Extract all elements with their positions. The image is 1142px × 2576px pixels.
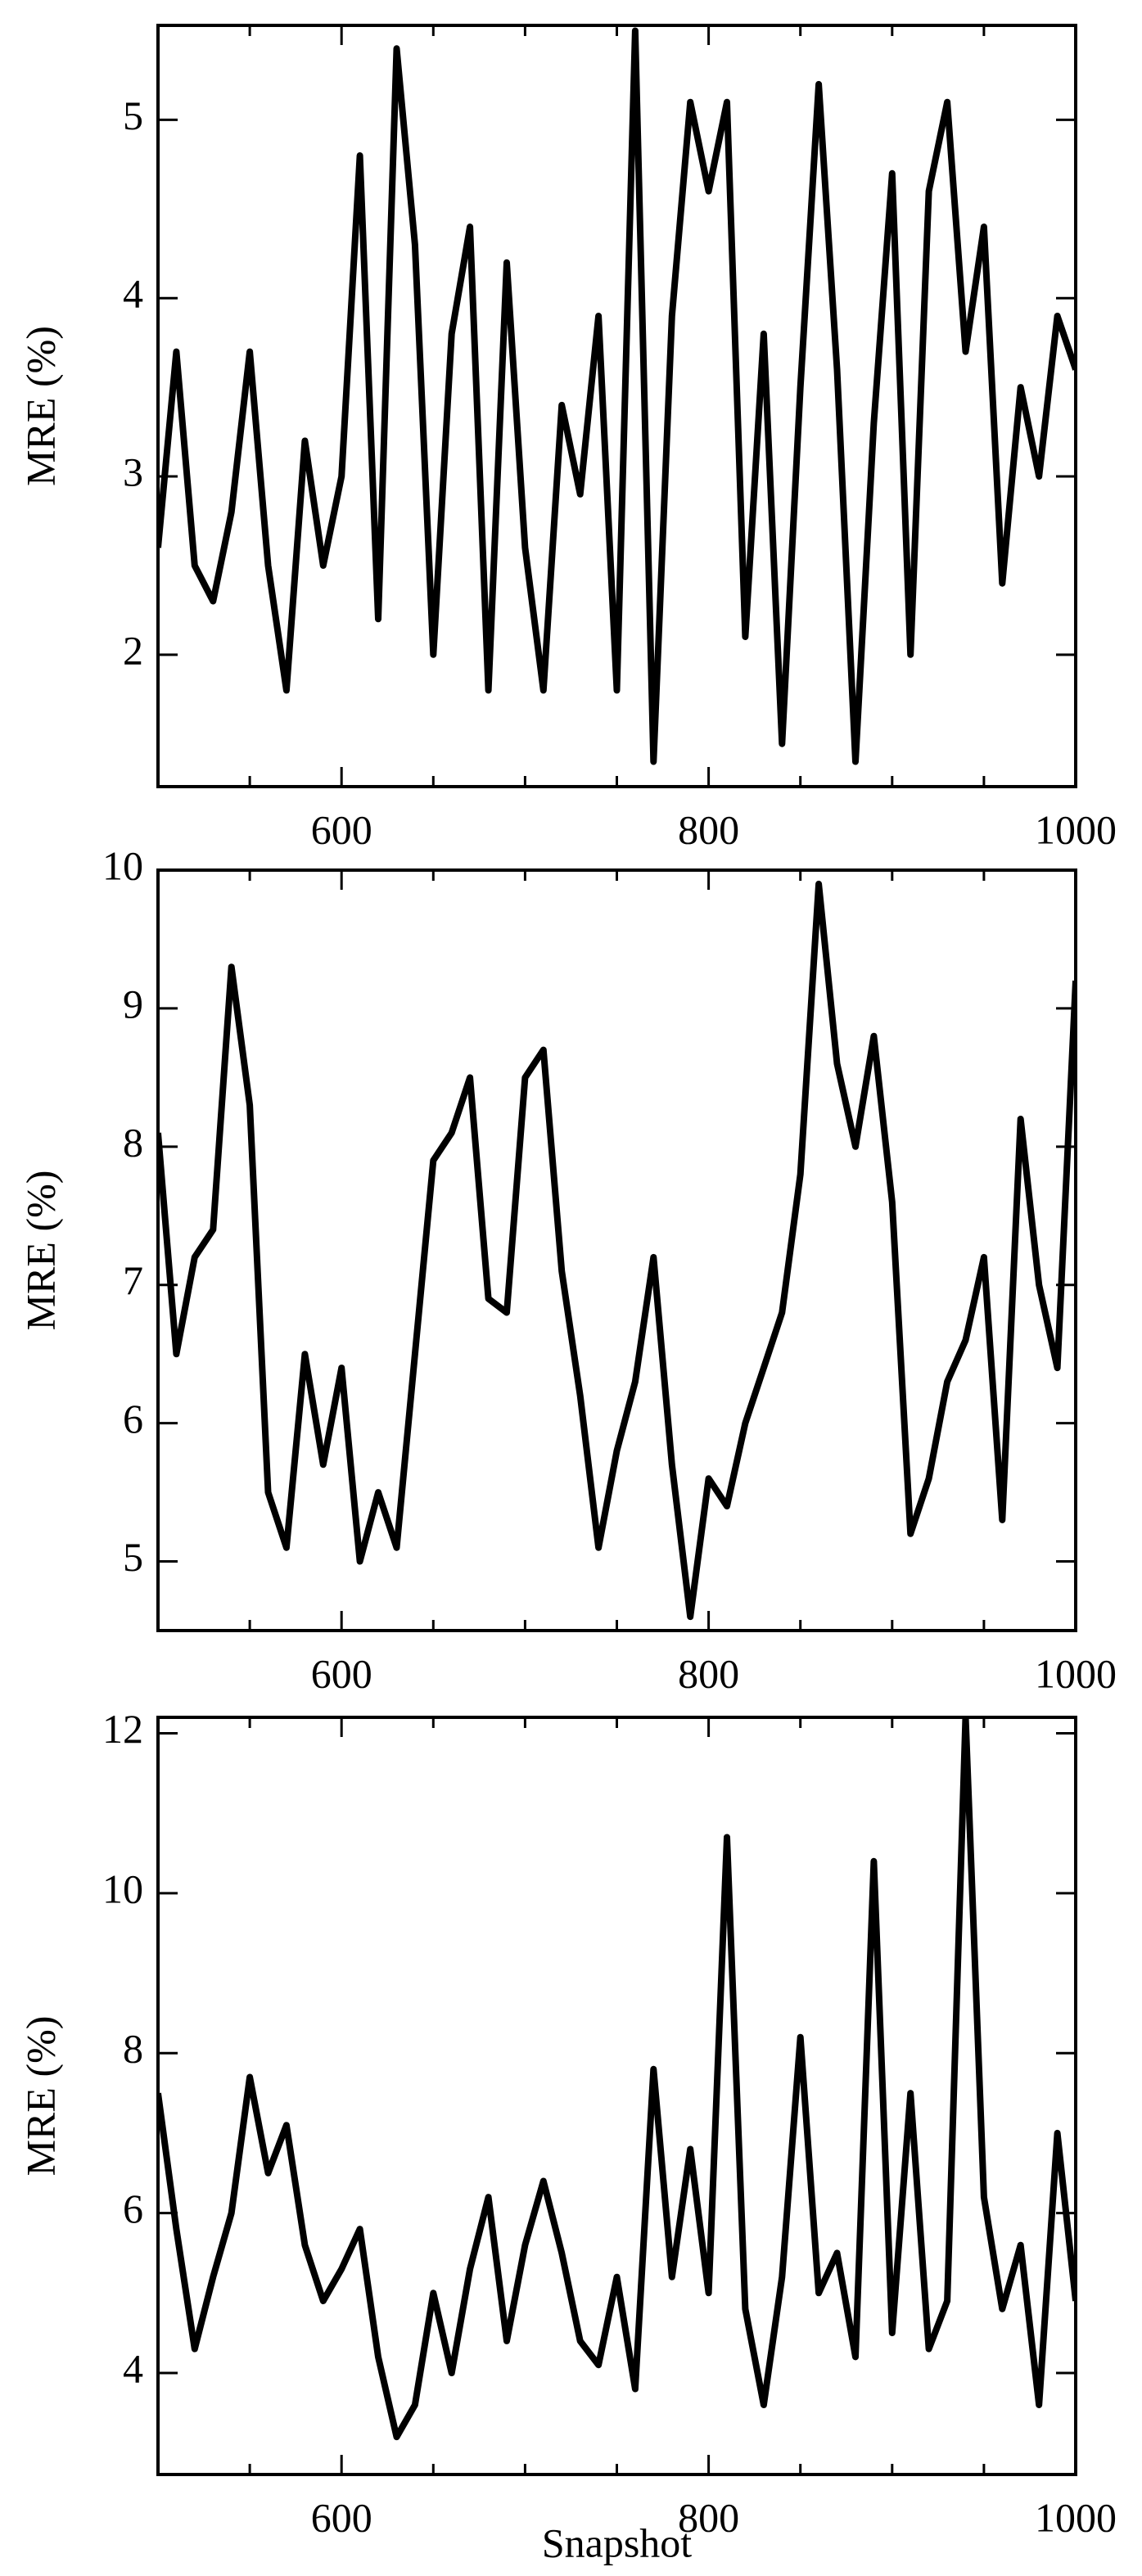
y-tick-label: 10 (102, 1865, 143, 1911)
y-tick-label: 7 (123, 1257, 143, 1303)
panel: 600 800 1000 5 6 7 8 9 10 MRE (%) (17, 842, 1117, 1696)
y-tick-label: 6 (123, 1396, 143, 1441)
y-tick-label: 10 (102, 842, 143, 888)
y-tick-label: 9 (123, 981, 143, 1026)
y-tick-label: 12 (102, 1706, 143, 1752)
y-tick-label: 6 (123, 2186, 143, 2231)
plot-frame (156, 1716, 1077, 2476)
plot-frame (156, 868, 1077, 1632)
x-tick-label: 600 (311, 1650, 372, 1696)
plot-area (158, 27, 1076, 765)
y-axis-label: MRE (%) (17, 326, 63, 486)
data-line (158, 27, 1076, 765)
panel: 600 800 1000 4 6 8 10 12 MRE (%) Snapshot (17, 1706, 1117, 2565)
y-tick-label: 8 (123, 2026, 143, 2072)
y-tick-label: 5 (123, 1534, 143, 1580)
x-axis-label: Snapshot (542, 2520, 692, 2565)
y-axis-label: MRE (%) (17, 1171, 63, 1331)
y-tick-label: 8 (123, 1119, 143, 1165)
x-tick-label: 1000 (1035, 806, 1117, 852)
data-line (158, 1717, 1076, 2441)
plot-area (158, 1717, 1076, 2441)
y-tick-label: 4 (123, 2345, 143, 2391)
x-tick-label: 800 (678, 806, 739, 852)
x-tick-label: 1000 (1035, 2494, 1117, 2540)
panel: 600 800 1000 2 3 4 5 MRE (%) (17, 24, 1117, 852)
y-tick-label: 2 (123, 627, 143, 673)
x-tick-label: 600 (311, 2494, 372, 2540)
y-tick-label: 5 (123, 92, 143, 138)
y-tick-label: 4 (123, 271, 143, 317)
y-tick-label: 3 (123, 449, 143, 494)
x-tick-label: 800 (678, 1650, 739, 1696)
x-tick-label: 1000 (1035, 1650, 1117, 1696)
x-tick-label: 800 (678, 2494, 739, 2540)
data-line (158, 880, 1076, 1621)
x-tick-label: 600 (311, 806, 372, 852)
y-axis-label: MRE (%) (17, 2016, 63, 2177)
plot-area (158, 880, 1076, 1621)
